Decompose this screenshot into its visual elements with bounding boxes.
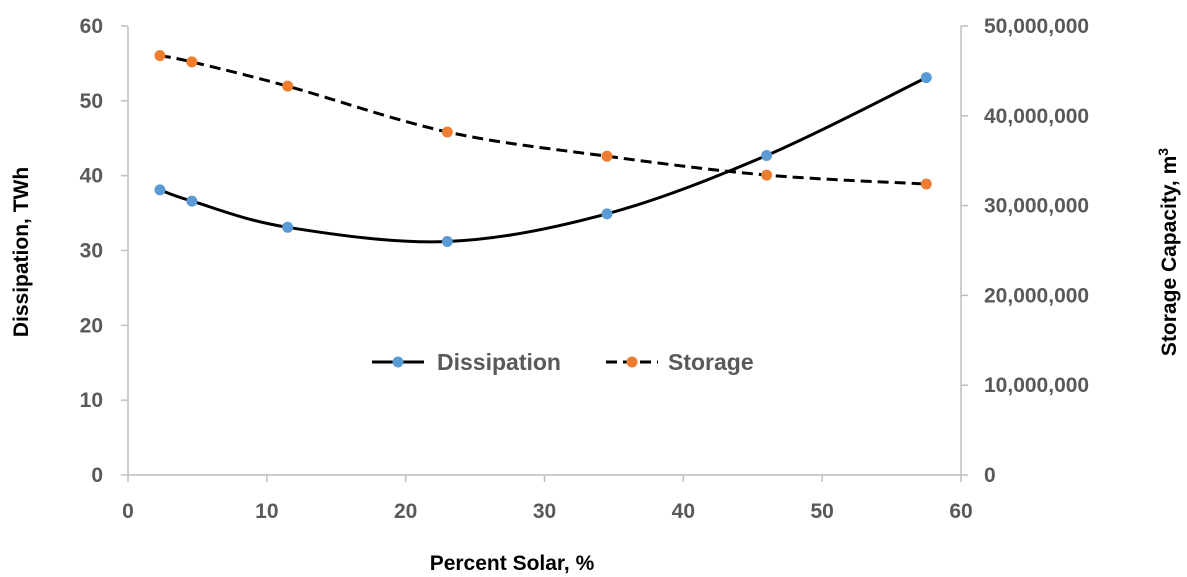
y-axis-right-title-base: Storage Capacity, m: [1158, 156, 1181, 356]
data-point-dissipation: [920, 72, 932, 84]
data-point-dissipation: [186, 195, 198, 207]
y-left-tick-label: 40: [80, 165, 103, 188]
data-point-storage: [186, 56, 198, 68]
y-right-tick-label: 0: [984, 464, 996, 487]
data-point-storage: [282, 80, 294, 92]
data-point-dissipation: [761, 149, 773, 161]
series-layer: [154, 50, 932, 248]
data-point-storage: [920, 178, 932, 190]
data-point-dissipation: [441, 236, 453, 248]
y-right-tick-label: 40,000,000: [984, 105, 1089, 128]
series-dissipation: [154, 72, 932, 248]
y-left-tick-label: 10: [80, 389, 103, 412]
y-axis-right-title-superscript: 3: [1155, 148, 1171, 156]
x-tick-label: 20: [394, 500, 417, 523]
x-axis-title: Percent Solar, %: [430, 552, 595, 575]
data-point-storage: [761, 169, 773, 181]
data-point-dissipation: [282, 221, 294, 233]
y-right-tick-label: 20,000,000: [984, 284, 1089, 307]
legend: Dissipation Storage: [372, 349, 754, 375]
x-tick-label: 60: [949, 500, 972, 523]
data-point-dissipation: [601, 208, 613, 220]
y-right-tick-label: 50,000,000: [984, 15, 1089, 38]
y-left-tick-label: 30: [80, 240, 103, 263]
series-storage: [154, 50, 932, 190]
y-left-tick-label: 50: [80, 90, 103, 113]
legend-item-dissipation: Dissipation: [372, 349, 561, 375]
y-right-tick-label: 30,000,000: [984, 195, 1089, 218]
data-point-storage: [154, 50, 166, 62]
legend-marker-storage: [626, 356, 638, 368]
data-point-dissipation: [154, 184, 166, 196]
x-tick-label: 40: [672, 500, 695, 523]
legend-marker-dissipation: [392, 356, 404, 368]
tick-labels: 0 10 20 30 40 50 60 0 10 20 30 40 50 60 0 10,000,000 20,…: [80, 15, 1089, 523]
y-axis-left-title: Dissipation, TWh: [10, 167, 33, 337]
y-left-tick-label: 20: [80, 314, 103, 337]
x-tick-label: 0: [122, 500, 134, 523]
x-tick-label: 50: [810, 500, 833, 523]
legend-label-dissipation: Dissipation: [437, 349, 561, 375]
y-left-tick-label: 60: [80, 15, 103, 38]
y-axis-right-title: Storage Capacity, m3: [1155, 148, 1181, 356]
data-point-storage: [601, 150, 613, 162]
y-right-tick-label: 10,000,000: [984, 374, 1089, 397]
data-point-storage: [441, 126, 453, 138]
series-line-storage: [159, 54, 927, 186]
x-tick-label: 30: [533, 500, 556, 523]
y-left-tick-label: 0: [91, 464, 103, 487]
chart-axes: [121, 25, 968, 482]
legend-label-storage: Storage: [668, 349, 754, 375]
series-line-dissipation: [159, 76, 927, 244]
legend-item-storage: Storage: [606, 349, 754, 375]
x-tick-label: 10: [255, 500, 278, 523]
